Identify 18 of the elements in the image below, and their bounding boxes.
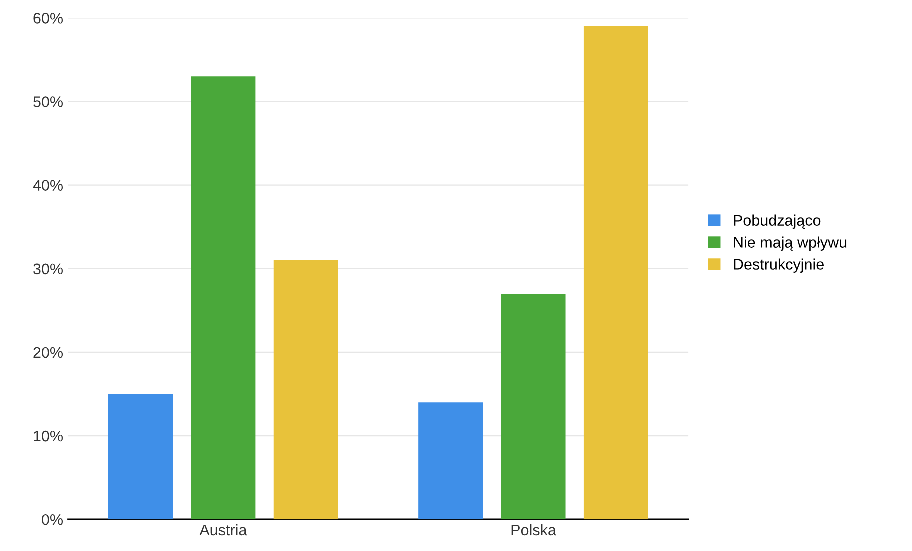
bar <box>418 402 484 520</box>
y-tick-label: 30% <box>34 264 63 275</box>
x-tick-label: Austria <box>200 524 248 536</box>
y-tick-label: 0% <box>42 514 63 526</box>
y-tick-label: 60% <box>34 13 63 24</box>
legend-label: Nie mają wpływu <box>734 236 847 251</box>
legend-label: Destrukcyjnie <box>734 258 824 273</box>
y-tick-label: 10% <box>34 430 63 442</box>
y-tick-label: 50% <box>34 96 63 108</box>
bar <box>191 76 256 520</box>
bar <box>274 260 338 520</box>
bar <box>584 26 648 520</box>
y-tick-label: 20% <box>34 347 63 358</box>
bar <box>108 394 173 520</box>
x-tick-label: Polska <box>512 524 556 536</box>
y-tick-label: 40% <box>33 180 63 192</box>
legend-label: Pobudzająco <box>734 214 821 230</box>
bar <box>501 294 566 520</box>
